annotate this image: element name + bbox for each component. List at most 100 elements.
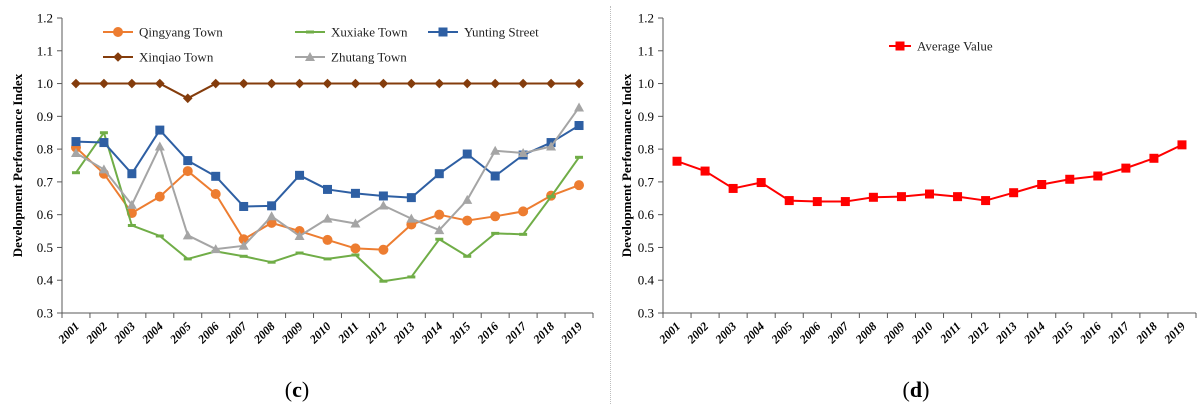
x-tick-label: 2006 bbox=[194, 319, 222, 347]
data-point bbox=[434, 169, 444, 179]
data-point bbox=[1177, 140, 1187, 150]
data-point bbox=[70, 148, 81, 158]
data-point bbox=[406, 193, 416, 203]
data-point bbox=[756, 178, 766, 188]
data-point bbox=[350, 78, 361, 89]
x-tick-label: 2019 bbox=[1161, 319, 1189, 347]
x-tick-label: 2018 bbox=[1132, 319, 1160, 347]
y-tick-label: 1.1 bbox=[638, 43, 654, 58]
x-tick-label: 2008 bbox=[852, 319, 880, 347]
data-point bbox=[574, 180, 585, 191]
data-point bbox=[210, 244, 221, 254]
x-tick-label: 2009 bbox=[880, 319, 908, 347]
data-point bbox=[378, 78, 389, 89]
data-point bbox=[728, 183, 738, 193]
legend-swatch-marker bbox=[438, 27, 448, 37]
data-point bbox=[1149, 153, 1159, 163]
data-point bbox=[295, 170, 305, 180]
data-point bbox=[99, 78, 109, 89]
x-tick-label: 2001 bbox=[55, 319, 83, 347]
x-tick-label: 2011 bbox=[334, 319, 361, 346]
data-point bbox=[182, 230, 193, 240]
y-tick-label: 0.8 bbox=[638, 142, 654, 157]
y-tick-label: 1.0 bbox=[37, 76, 53, 91]
data-point bbox=[350, 218, 361, 228]
x-tick-label: 2001 bbox=[656, 319, 684, 347]
x-tick-label: 2007 bbox=[824, 319, 852, 347]
data-point bbox=[155, 78, 165, 89]
y-tick-label: 0.9 bbox=[638, 109, 654, 124]
data-point bbox=[322, 78, 333, 89]
data-point bbox=[518, 206, 529, 217]
y-tick-label: 0.7 bbox=[37, 174, 54, 189]
x-tick-label: 2018 bbox=[530, 319, 558, 347]
x-tick-label: 2019 bbox=[558, 319, 586, 347]
data-point bbox=[182, 166, 193, 177]
x-tick-label: 2010 bbox=[306, 319, 334, 347]
data-point bbox=[266, 211, 277, 221]
x-tick-label: 2015 bbox=[446, 319, 474, 347]
data-point bbox=[546, 141, 557, 151]
x-tick-label: 2007 bbox=[222, 319, 250, 347]
data-point bbox=[294, 230, 305, 240]
legend-label: Xuxiake Town bbox=[331, 25, 408, 40]
y-tick-label: 0.9 bbox=[37, 109, 53, 124]
data-point bbox=[239, 201, 249, 211]
data-point bbox=[71, 137, 81, 147]
legend-swatch-marker bbox=[113, 52, 123, 62]
data-point bbox=[1009, 188, 1019, 198]
data-point bbox=[434, 209, 445, 220]
data-point bbox=[378, 191, 388, 201]
data-point bbox=[574, 102, 585, 112]
data-point bbox=[700, 166, 710, 176]
legend-label: Qingyang Town bbox=[139, 25, 223, 40]
data-point bbox=[99, 138, 109, 148]
x-tick-label: 2009 bbox=[278, 319, 306, 347]
data-point bbox=[490, 211, 501, 222]
x-tick-label: 2003 bbox=[110, 319, 138, 347]
x-tick-label: 2016 bbox=[474, 319, 502, 347]
data-point bbox=[350, 243, 361, 254]
data-point bbox=[672, 156, 682, 166]
x-tick-label: 2013 bbox=[390, 319, 418, 347]
x-tick-label: 2016 bbox=[1076, 319, 1104, 347]
data-point bbox=[953, 192, 963, 202]
data-point bbox=[126, 199, 137, 209]
y-tick-label: 0.5 bbox=[37, 240, 53, 255]
data-point bbox=[71, 78, 81, 89]
data-point bbox=[378, 244, 389, 255]
data-point bbox=[210, 78, 221, 89]
y-tick-label: 0.3 bbox=[638, 306, 654, 321]
y-tick-label: 0.6 bbox=[37, 207, 54, 222]
data-point bbox=[238, 78, 249, 89]
data-point bbox=[154, 191, 165, 202]
data-point bbox=[840, 197, 850, 207]
x-tick-label: 2002 bbox=[82, 319, 110, 347]
y-tick-label: 1.2 bbox=[638, 11, 654, 26]
data-point bbox=[322, 234, 333, 245]
data-point bbox=[784, 196, 794, 206]
y-tick-label: 0.6 bbox=[638, 207, 655, 222]
data-point bbox=[238, 240, 249, 250]
data-point bbox=[462, 215, 473, 226]
data-point bbox=[896, 192, 906, 202]
x-tick-label: 2005 bbox=[768, 319, 796, 347]
data-point bbox=[378, 200, 389, 210]
data-point bbox=[925, 189, 934, 199]
data-point bbox=[266, 78, 277, 89]
data-point bbox=[155, 125, 165, 135]
data-point bbox=[406, 78, 417, 89]
y-tick-label: 1.1 bbox=[37, 43, 53, 58]
data-point bbox=[434, 78, 445, 89]
y-tick-label: 0.5 bbox=[638, 240, 654, 255]
x-tick-label: 2017 bbox=[502, 319, 530, 347]
data-point bbox=[1093, 171, 1103, 181]
x-tick-label: 2004 bbox=[138, 319, 166, 347]
data-point bbox=[574, 121, 584, 131]
data-point bbox=[518, 78, 528, 89]
data-point bbox=[490, 171, 500, 181]
x-tick-label: 2017 bbox=[1104, 319, 1132, 347]
x-tick-label: 2005 bbox=[166, 319, 194, 347]
y-tick-label: 0.8 bbox=[37, 142, 53, 157]
